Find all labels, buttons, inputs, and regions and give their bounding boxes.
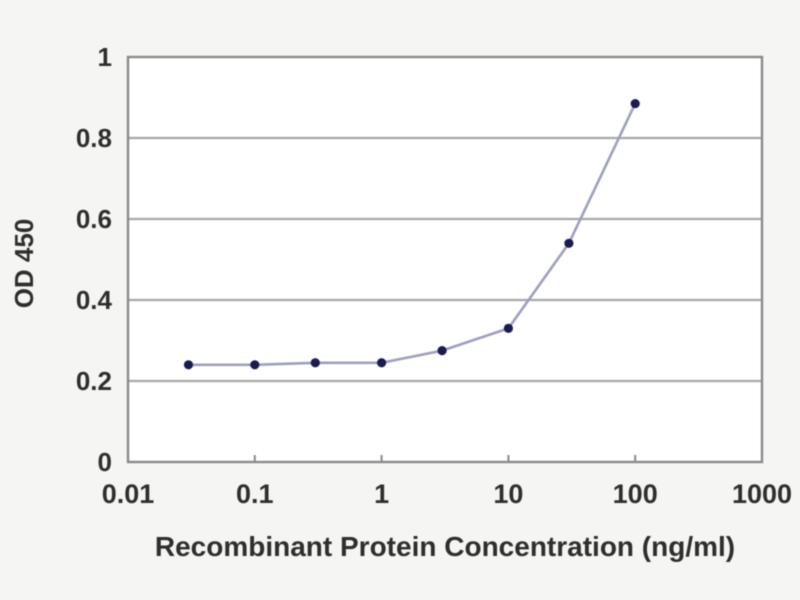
data-point-marker [250,360,260,370]
data-point-markers [183,98,640,370]
data-series-line [188,103,637,367]
data-point-marker [183,360,194,370]
x-axis-title: Recombinant Protein Concentration (ng/ml… [155,531,735,562]
y-axis-title: OD 450 [9,219,39,309]
y-tick-label: 0 [98,447,112,477]
x-tick-label: 10 [493,479,523,509]
data-point-marker [377,358,387,368]
y-tick-label: 0.4 [76,285,113,315]
data-point-marker [310,358,320,368]
data-point-marker [564,238,574,248]
x-tick-label: 1 [374,479,389,509]
x-tick-label: 1000 [732,479,792,509]
x-tick-label: 100 [613,479,658,509]
data-point-marker [503,323,513,333]
data-point-marker [437,346,447,356]
y-tick-label: 0.8 [76,123,112,153]
plot-area [128,57,762,462]
x-tick-label: 0.1 [236,479,274,509]
y-tick-label: 1 [98,42,112,72]
x-tick-label: 0.01 [102,479,155,509]
x-axis-tick-labels: 0.01 0.1 1 10 100 1000 [102,479,792,509]
gridlines [128,136,762,383]
y-tick-label: 0.2 [76,366,112,396]
y-tick-label: 0.6 [76,204,112,234]
data-point-marker [630,98,640,109]
y-axis-tick-labels: 0 0.2 0.4 0.6 0.8 1 [76,42,113,477]
plot-border [126,55,764,464]
